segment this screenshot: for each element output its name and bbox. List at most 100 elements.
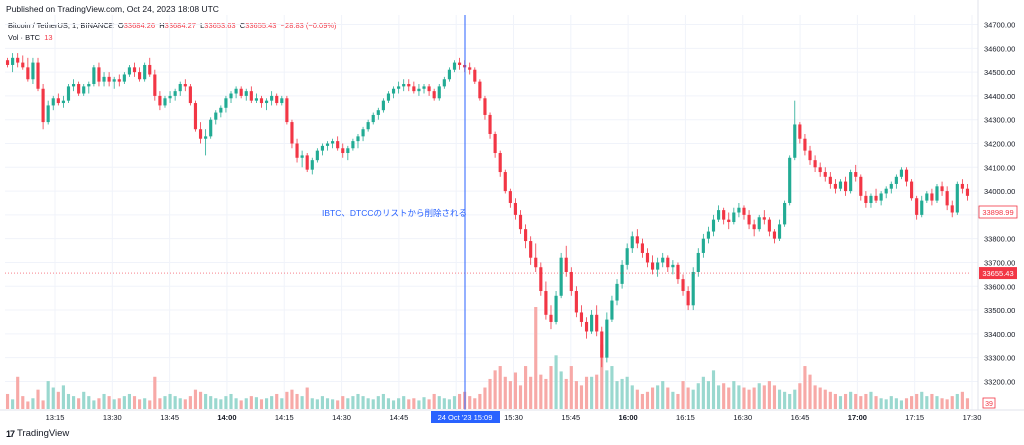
volume-bar bbox=[117, 398, 121, 409]
candle-body bbox=[803, 138, 807, 151]
volume-bar bbox=[879, 398, 883, 409]
volume-bar bbox=[544, 378, 548, 409]
candle-body bbox=[442, 79, 446, 87]
volume-bar bbox=[727, 387, 731, 409]
candle-body bbox=[920, 200, 924, 215]
candle-body bbox=[325, 143, 330, 146]
candle-body bbox=[747, 214, 751, 225]
candle-body bbox=[351, 141, 355, 149]
volume-bar bbox=[97, 398, 101, 409]
candle-body bbox=[87, 84, 91, 87]
time-axis[interactable]: 13:1513:3013:4514:0014:1514:3014:451515:… bbox=[46, 413, 982, 422]
candle-body bbox=[793, 124, 797, 158]
volume-bar bbox=[691, 389, 695, 409]
volume-bar bbox=[849, 391, 853, 409]
price-legend-line: Bitcoin / TetherUS, 1, BINANCE O33684.26… bbox=[8, 20, 337, 32]
volume-bar bbox=[930, 393, 934, 409]
candle-body bbox=[97, 67, 101, 82]
volume-bar bbox=[402, 396, 406, 409]
candle-body bbox=[310, 160, 314, 170]
volume-bar bbox=[864, 393, 868, 409]
volume-label[interactable]: Vol · BTC bbox=[8, 33, 41, 42]
volume-bar bbox=[361, 396, 365, 409]
candle-body bbox=[955, 183, 959, 213]
volume-bar bbox=[214, 398, 218, 409]
volume-bar bbox=[468, 396, 472, 409]
time-tick-label: 16:00 bbox=[619, 413, 638, 422]
candle-body bbox=[432, 91, 436, 99]
volume-bar bbox=[666, 387, 670, 409]
candle-body bbox=[742, 207, 746, 215]
candle-body bbox=[935, 186, 939, 201]
candle-body bbox=[889, 183, 893, 189]
high-label: H bbox=[159, 21, 165, 30]
volume-bar bbox=[869, 391, 873, 409]
volume-bar bbox=[783, 391, 787, 409]
candle-body bbox=[188, 86, 192, 104]
price-axis[interactable]: 34700.00 34600.00 34500.00 34400.00 34300.00… bbox=[984, 21, 1015, 387]
volume-bar bbox=[244, 398, 248, 409]
open-label: O bbox=[117, 21, 124, 30]
candle-body bbox=[899, 169, 904, 177]
symbol-name[interactable]: Bitcoin / TetherUS, 1, BINANCE bbox=[8, 21, 114, 30]
candle-body bbox=[960, 183, 964, 189]
volume-bar bbox=[483, 387, 487, 409]
volume-bar bbox=[376, 396, 380, 409]
volume-bar bbox=[351, 396, 355, 409]
volume-bar bbox=[828, 391, 832, 409]
price-tick-label: 33400.00 bbox=[984, 330, 1015, 339]
candle-body bbox=[661, 257, 665, 263]
price-tick-label: 33800.00 bbox=[984, 235, 1015, 244]
candle-body bbox=[46, 105, 50, 123]
price-tick-label: 34200.00 bbox=[984, 139, 1015, 148]
volume-bar bbox=[143, 398, 147, 409]
candle-body bbox=[813, 160, 817, 168]
candle-body bbox=[336, 141, 340, 149]
candle-body bbox=[447, 69, 451, 80]
volume-bar bbox=[584, 376, 589, 409]
candle-body bbox=[41, 88, 45, 123]
volume-bar bbox=[234, 398, 238, 409]
candle-body bbox=[874, 195, 878, 201]
volume-bar bbox=[173, 396, 177, 409]
candle-body bbox=[645, 252, 650, 263]
candle-body bbox=[569, 271, 573, 292]
candle-body bbox=[422, 86, 426, 89]
volume-bar bbox=[386, 398, 391, 409]
volume-bar bbox=[66, 393, 71, 409]
candle-body bbox=[417, 88, 421, 92]
candle-body bbox=[478, 81, 482, 99]
candles bbox=[5, 53, 970, 368]
volume-bar bbox=[285, 391, 289, 409]
price-tick-label: 33200.00 bbox=[984, 377, 1015, 386]
volume-bar bbox=[569, 366, 573, 409]
volume-bar bbox=[397, 398, 401, 409]
candle-body bbox=[706, 231, 711, 239]
candle-body bbox=[437, 86, 441, 99]
candle-body bbox=[605, 319, 609, 358]
candle-body bbox=[727, 219, 731, 223]
candle-body bbox=[183, 84, 187, 87]
candle-body bbox=[681, 279, 685, 292]
candle-body bbox=[56, 98, 60, 104]
time-tick-label: 16:45 bbox=[791, 413, 810, 422]
volume-bar bbox=[457, 393, 462, 409]
candle-body bbox=[77, 84, 81, 94]
candle-body bbox=[16, 57, 20, 63]
volume-bar bbox=[193, 389, 198, 409]
volume-bar bbox=[595, 374, 599, 409]
volume-bar bbox=[904, 398, 909, 409]
candle-body bbox=[407, 84, 411, 87]
candle-body bbox=[757, 217, 761, 230]
candle-body bbox=[264, 100, 269, 104]
volume-bar bbox=[884, 399, 888, 409]
candle-body bbox=[879, 193, 883, 201]
candle-body bbox=[945, 191, 949, 206]
candle-body bbox=[859, 176, 863, 196]
candle-body bbox=[656, 262, 660, 270]
volume-bar bbox=[955, 393, 959, 409]
candle-body bbox=[843, 181, 848, 192]
price-tick-label: 34400.00 bbox=[984, 92, 1015, 101]
volume-bar bbox=[615, 381, 619, 409]
